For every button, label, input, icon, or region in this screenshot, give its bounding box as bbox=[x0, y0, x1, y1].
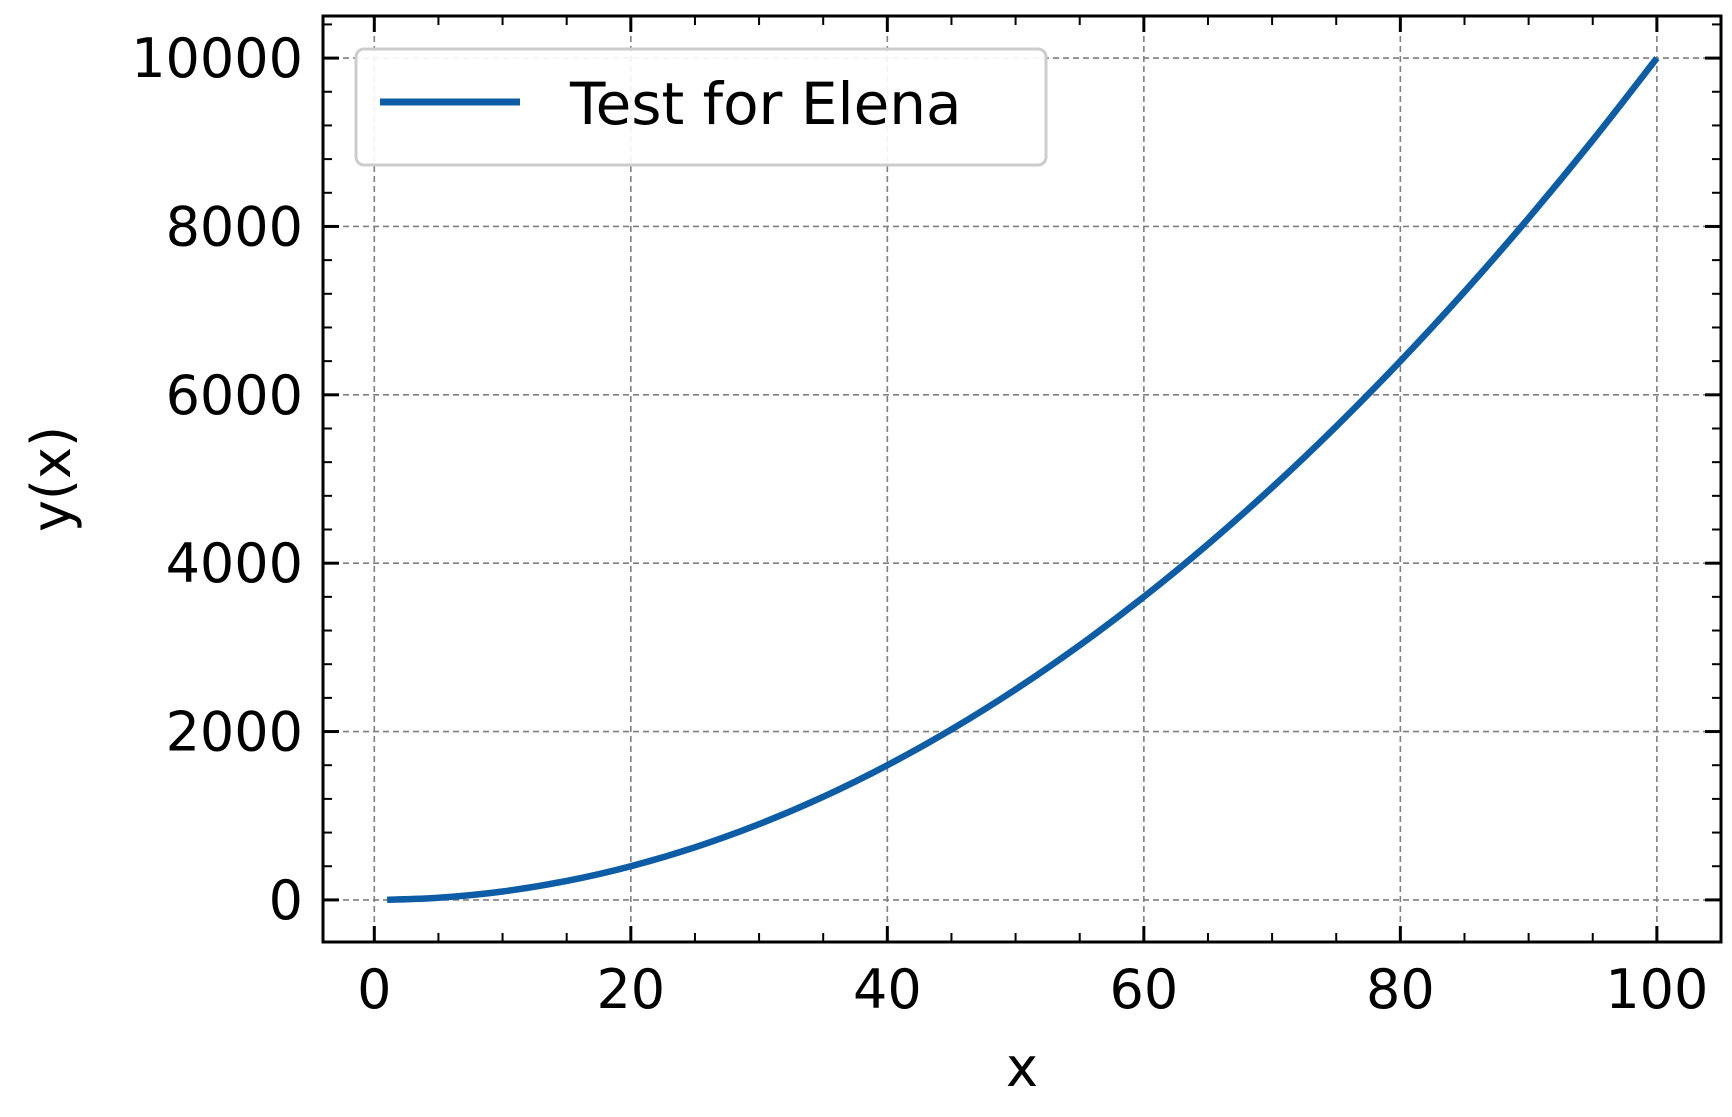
x-tick-label: 0 bbox=[357, 958, 391, 1021]
series-lines bbox=[387, 56, 1660, 904]
plot-frame bbox=[321, 14, 1723, 944]
y-tick-label: 0 bbox=[269, 869, 303, 932]
y-axis-label: y(x) bbox=[20, 426, 83, 532]
grid-lines bbox=[323, 16, 1721, 942]
y-tick-label: 8000 bbox=[166, 195, 303, 258]
legend-box bbox=[354, 47, 1048, 167]
legend: Test for Elena bbox=[354, 47, 1048, 167]
tick-labels: 0 20 40 60 80 100 0 2000 4000 6000 8000 10000 bbox=[131, 27, 1708, 1021]
x-tick-label: 40 bbox=[853, 958, 922, 1021]
x-tick-label: 60 bbox=[1109, 958, 1178, 1021]
y-tick-label: 2000 bbox=[166, 701, 303, 764]
y-tick-label: 6000 bbox=[166, 364, 303, 427]
y-tick-label: 10000 bbox=[131, 27, 303, 90]
x-tick-label: 20 bbox=[596, 958, 665, 1021]
y-tick-label: 4000 bbox=[166, 532, 303, 595]
x-axis-label: x bbox=[1006, 1036, 1038, 1099]
legend-label: Test for Elena bbox=[569, 70, 962, 138]
x-tick-label: 100 bbox=[1605, 958, 1708, 1021]
series-line bbox=[387, 56, 1660, 904]
x-tick-label: 80 bbox=[1366, 958, 1435, 1021]
